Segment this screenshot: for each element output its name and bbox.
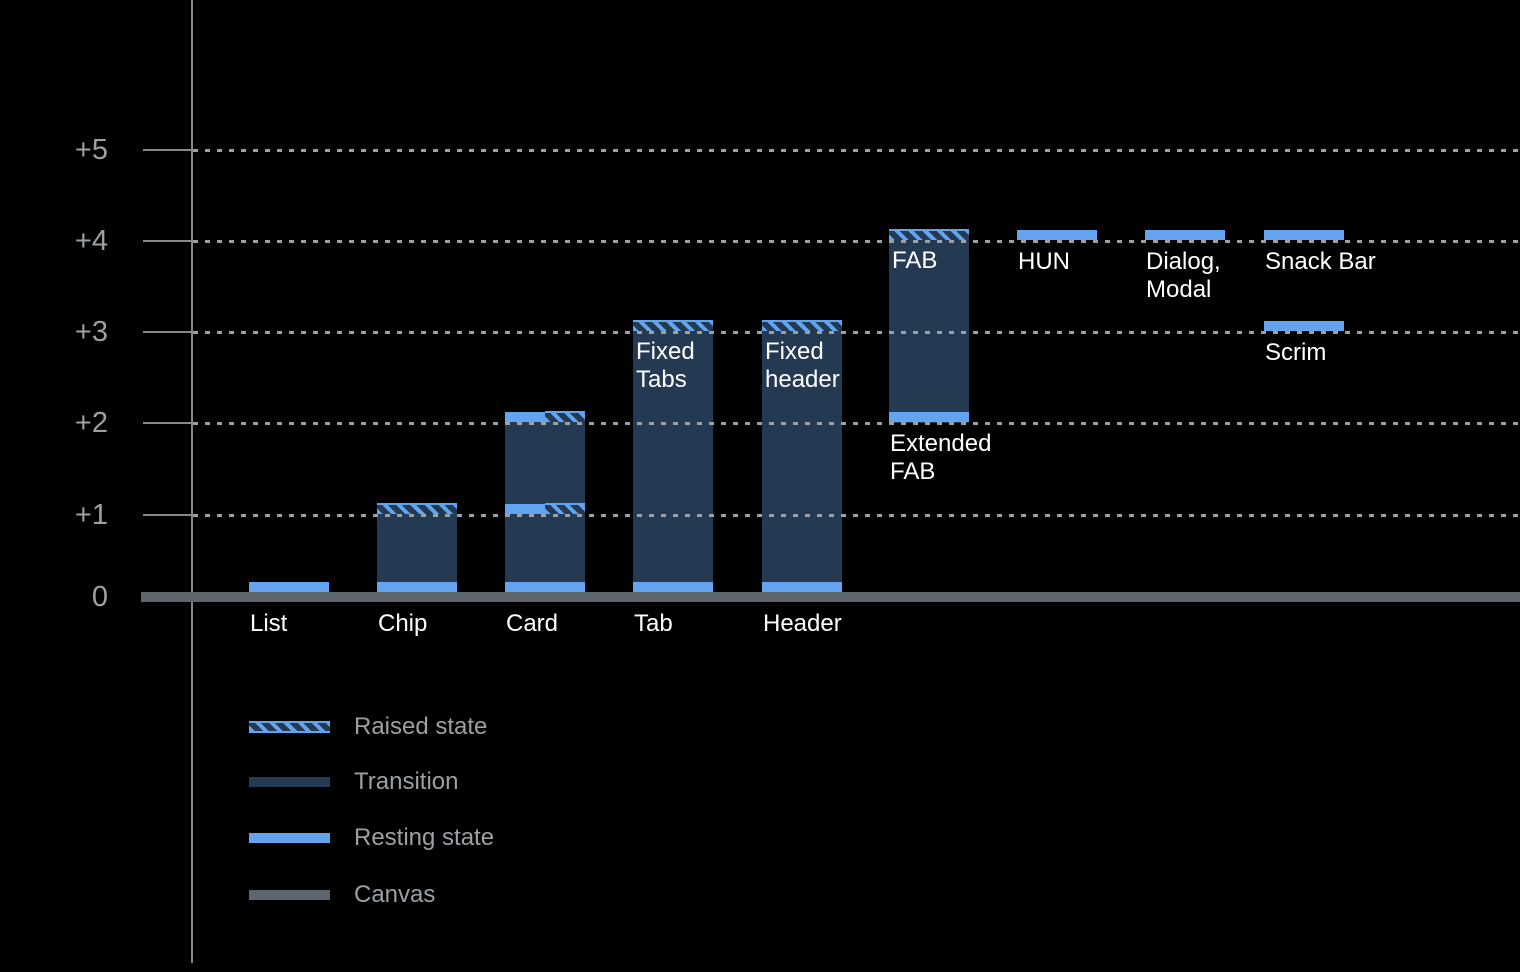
gridline-+4 <box>193 240 1520 243</box>
hun-resting-bar <box>1017 230 1097 240</box>
gridline-+1 <box>193 514 1520 517</box>
label-list: List <box>250 610 288 637</box>
legend-item-transition: Transition <box>249 767 458 797</box>
label-tab: Tab <box>634 610 673 637</box>
legend-item-canvas: Canvas <box>249 880 435 910</box>
header-raised-band <box>762 320 842 331</box>
card-transition-bar <box>505 412 585 592</box>
tab-raised-band <box>633 320 713 331</box>
label-chip: Chip <box>378 610 428 637</box>
tab-transition-bar <box>633 321 713 592</box>
gridline-+2 <box>193 422 1520 425</box>
chip-raised-band <box>377 503 457 514</box>
legend-label: Raised state <box>354 713 488 740</box>
canvas-swatch-icon <box>249 890 330 900</box>
snack-bar-resting-bar <box>1264 230 1344 240</box>
y-tick-label-+1: +1 <box>74 499 108 531</box>
card-raised-band <box>545 411 585 422</box>
resting-state-swatch-icon <box>249 833 330 843</box>
label-snack-bar: Snack Bar <box>1265 248 1376 275</box>
chip-transition-bar <box>377 504 457 592</box>
legend-label: Canvas <box>354 881 436 908</box>
y-axis-tick-+3 <box>143 331 193 333</box>
y-tick-label-+4: +4 <box>74 225 108 257</box>
card-raised-band <box>545 503 585 514</box>
label-scrim: Scrim <box>1265 339 1327 366</box>
fab-raised-band <box>889 229 969 240</box>
chip-resting-bar <box>377 582 457 592</box>
y-tick-label-+3: +3 <box>74 316 108 348</box>
y-axis-tick-+1 <box>143 514 193 516</box>
y-axis-tick-+4 <box>143 240 193 242</box>
list-resting-bar <box>249 582 329 592</box>
legend-label: Transition <box>354 768 459 795</box>
fab-transition-bar <box>889 230 969 423</box>
gridline-+3 <box>193 331 1520 334</box>
gridline-+5 <box>193 149 1520 152</box>
card-resting-bar <box>505 412 545 422</box>
label-fab: Extended FAB <box>890 430 992 485</box>
y-axis-tick-+2 <box>143 422 193 424</box>
y-tick-label-0: 0 <box>91 581 108 613</box>
y-tick-label-+5: +5 <box>74 134 108 166</box>
inner-label-tab: Fixed Tabs <box>636 338 695 393</box>
raised-state-swatch-icon <box>249 721 330 733</box>
legend-label: Resting state <box>354 824 495 851</box>
card-resting-bar <box>505 504 545 514</box>
inner-label-fab: FAB <box>892 247 938 274</box>
header-resting-bar <box>762 582 842 592</box>
card-resting-bar <box>505 582 585 592</box>
canvas-baseline <box>141 592 1520 602</box>
label-header: Header <box>763 610 842 637</box>
label-card: Card <box>506 610 559 637</box>
inner-label-header: Fixed header <box>765 338 840 393</box>
scrim-resting-bar <box>1264 321 1344 331</box>
tab-resting-bar <box>633 582 713 592</box>
y-axis-tick-+5 <box>143 149 193 151</box>
legend-item-resting-state: Resting state <box>249 823 494 853</box>
header-transition-bar <box>762 321 842 592</box>
legend-item-raised-state: Raised state <box>249 712 487 742</box>
transition-swatch-icon <box>249 777 330 787</box>
label-dialog-modal: Dialog, Modal <box>1146 248 1221 303</box>
dialog-modal-resting-bar <box>1145 230 1225 240</box>
label-hun: HUN <box>1018 248 1070 275</box>
y-tick-label-+2: +2 <box>74 407 108 439</box>
y-axis-line <box>191 0 193 963</box>
fab-resting-bar <box>889 412 969 422</box>
